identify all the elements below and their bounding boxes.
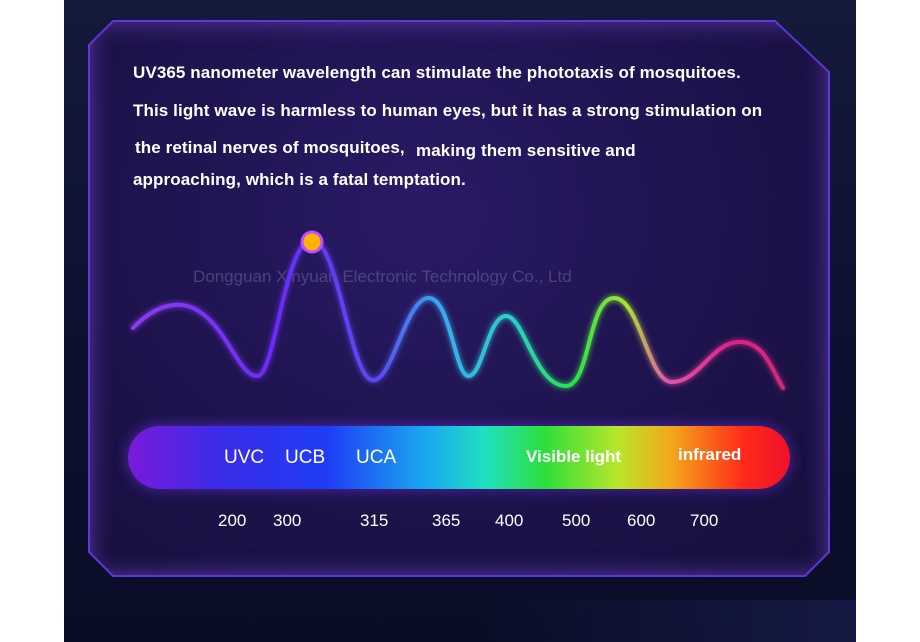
wave-line — [131, 237, 785, 390]
wavelength-label: 315 — [360, 511, 389, 530]
uv365-marker — [300, 230, 324, 254]
description-line-2: This light wave is harmless to human eye… — [133, 101, 763, 120]
description-line-3a: the retinal nerves of mosquitoes, — [135, 138, 405, 157]
description-line-4: approaching, which is a fatal temptation… — [133, 170, 466, 189]
wavelength-label: 200 — [218, 511, 247, 530]
band-label-uca: UCA — [356, 447, 397, 468]
band-label-uvc: UVC — [224, 447, 265, 468]
wavelength-label: 300 — [273, 511, 302, 530]
wavelength-label: 365 — [432, 511, 461, 530]
band-label-infrared: infrared — [678, 445, 742, 464]
description-line-3b: making them sensitive and — [416, 141, 636, 160]
description-line-1: UV365 nanometer wavelength can stimulate… — [133, 63, 741, 82]
wavelength-label: 700 — [690, 511, 719, 530]
spectrum-bar — [128, 426, 790, 489]
wavelength-label: 600 — [627, 511, 656, 530]
wavelength-label: 400 — [495, 511, 524, 530]
band-label-visible-light: Visible light — [526, 447, 622, 466]
wavelength-label: 500 — [562, 511, 591, 530]
band-label-ucb: UCB — [285, 447, 326, 468]
